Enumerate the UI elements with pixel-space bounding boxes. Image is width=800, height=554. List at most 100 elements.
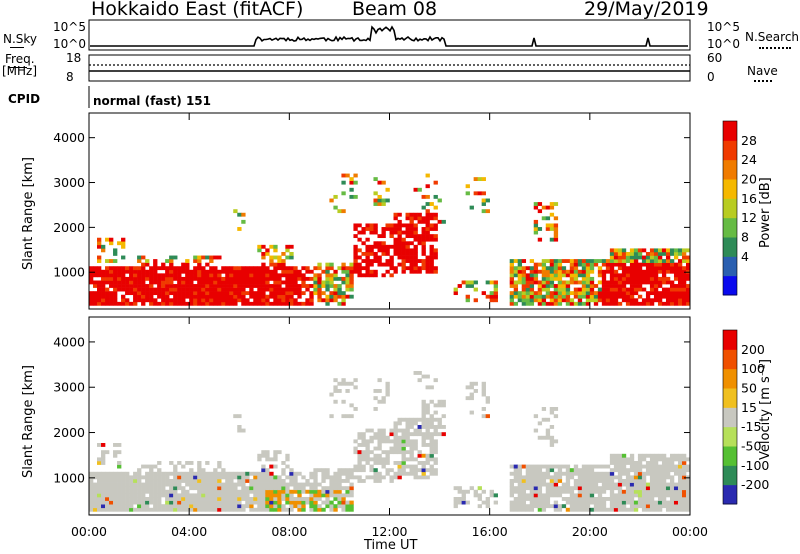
echo-cell [285,500,290,505]
echo-cell [657,266,663,271]
echo-cell [549,237,555,242]
echo-cell [529,500,535,505]
echo-cell [685,248,691,253]
echo-cell [549,202,555,206]
echo-cell [225,507,230,512]
echo-cell [629,287,635,292]
echo-cell [265,248,270,253]
echo-cell [145,262,150,267]
echo-cell [237,269,242,274]
echo-cell [173,504,178,509]
echo-cell [297,287,302,292]
echo-cell [389,475,394,480]
echo-cell [621,269,627,274]
echo-cell [353,173,358,178]
echo-cell [141,507,146,512]
echo-cell [413,223,418,228]
echo-cell [257,287,262,292]
echo-cell [385,259,390,263]
echo-cell [421,439,426,444]
echo-cell [393,450,398,455]
echo-cell [205,294,210,299]
echo-cell [537,209,543,214]
echo-cell [481,414,486,419]
echo-cell [421,219,426,224]
echo-cell [325,298,330,303]
echo-cell [217,471,222,476]
echo-cell [197,489,202,494]
echo-cell [681,493,687,498]
echo-cell [677,464,683,469]
echo-cell [613,262,619,267]
echo-cell [425,453,430,458]
echo-cell [413,464,418,469]
echo-cell [197,280,202,285]
echo-cell [649,291,655,296]
echo-cell [541,284,547,288]
echo-cell [385,450,390,455]
echo-cell [337,266,342,271]
echo-cell [381,399,386,404]
echo-cell [433,461,438,465]
echo-cell [277,259,282,263]
echo-cell [269,486,274,491]
echo-cell [333,385,338,390]
echo-cell [317,276,322,281]
echo-cell [133,482,138,487]
echo-cell [429,223,434,228]
echo-cell [425,194,430,199]
echo-cell [405,443,410,447]
echo-cell [653,276,659,281]
echo-cell [145,504,150,509]
echo-cell [597,464,603,469]
echo-cell [297,493,302,498]
echo-cell [621,453,627,458]
echo-cell [413,439,418,444]
echo-cell [197,301,202,306]
echo-cell [489,291,494,296]
echo-cell [673,294,679,299]
echo-cell [617,468,623,473]
echo-cell [669,479,675,483]
echo-cell [129,482,134,487]
echo-cell [117,497,122,501]
echo-cell [357,435,362,440]
echo-cell [557,468,563,473]
echo-cell [653,507,659,512]
echo-cell [153,287,158,292]
echo-cell [313,468,318,473]
echo-cell [513,507,519,512]
echo-cell [429,251,434,256]
echo-cell [289,284,294,288]
echo-cell [217,493,222,498]
echo-cell [205,479,210,483]
echo-cell [241,482,246,487]
echo-cell [133,507,138,512]
echo-cell [93,500,98,505]
echo-cell [637,471,643,476]
echo-cell [125,291,130,296]
echo-cell [169,269,174,274]
echo-cell [573,504,579,509]
echo-cell [241,428,246,433]
echo-cell [633,500,639,505]
echo-cell [93,471,98,476]
echo-cell [141,269,146,274]
echo-cell [577,507,583,512]
echo-cell [573,497,579,501]
echo-cell [433,443,438,447]
echo-cell [281,461,286,465]
echo-cell [681,457,687,462]
echo-cell [581,479,587,483]
echo-cell [141,504,146,509]
echo-cell [649,262,655,267]
velocity-colorbar-label: Velocity [m s⁻¹] [758,359,773,460]
echo-cell [685,507,691,512]
echo-cell [249,489,254,494]
echo-cell [661,287,667,292]
echo-cell [657,457,663,462]
echo-cell [169,479,174,483]
echo-cell [669,475,675,480]
echo-cell [553,237,559,242]
